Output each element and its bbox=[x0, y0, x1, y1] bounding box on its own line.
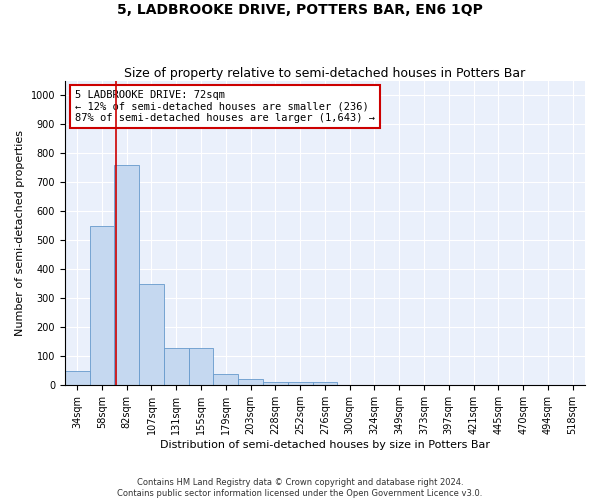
Title: Size of property relative to semi-detached houses in Potters Bar: Size of property relative to semi-detach… bbox=[124, 66, 526, 80]
Bar bbox=[214, 374, 238, 385]
Bar bbox=[263, 382, 288, 385]
Bar bbox=[65, 370, 89, 385]
Bar bbox=[89, 226, 115, 385]
Bar bbox=[115, 165, 139, 385]
Text: Contains HM Land Registry data © Crown copyright and database right 2024.
Contai: Contains HM Land Registry data © Crown c… bbox=[118, 478, 482, 498]
Y-axis label: Number of semi-detached properties: Number of semi-detached properties bbox=[15, 130, 25, 336]
Bar bbox=[188, 348, 214, 385]
Text: 5, LADBROOKE DRIVE, POTTERS BAR, EN6 1QP: 5, LADBROOKE DRIVE, POTTERS BAR, EN6 1QP bbox=[117, 2, 483, 16]
Text: 5 LADBROOKE DRIVE: 72sqm
← 12% of semi-detached houses are smaller (236)
87% of : 5 LADBROOKE DRIVE: 72sqm ← 12% of semi-d… bbox=[75, 90, 375, 123]
Bar bbox=[288, 382, 313, 385]
X-axis label: Distribution of semi-detached houses by size in Potters Bar: Distribution of semi-detached houses by … bbox=[160, 440, 490, 450]
Bar bbox=[313, 382, 337, 385]
Bar bbox=[238, 380, 263, 385]
Bar bbox=[139, 284, 164, 385]
Bar bbox=[164, 348, 188, 385]
